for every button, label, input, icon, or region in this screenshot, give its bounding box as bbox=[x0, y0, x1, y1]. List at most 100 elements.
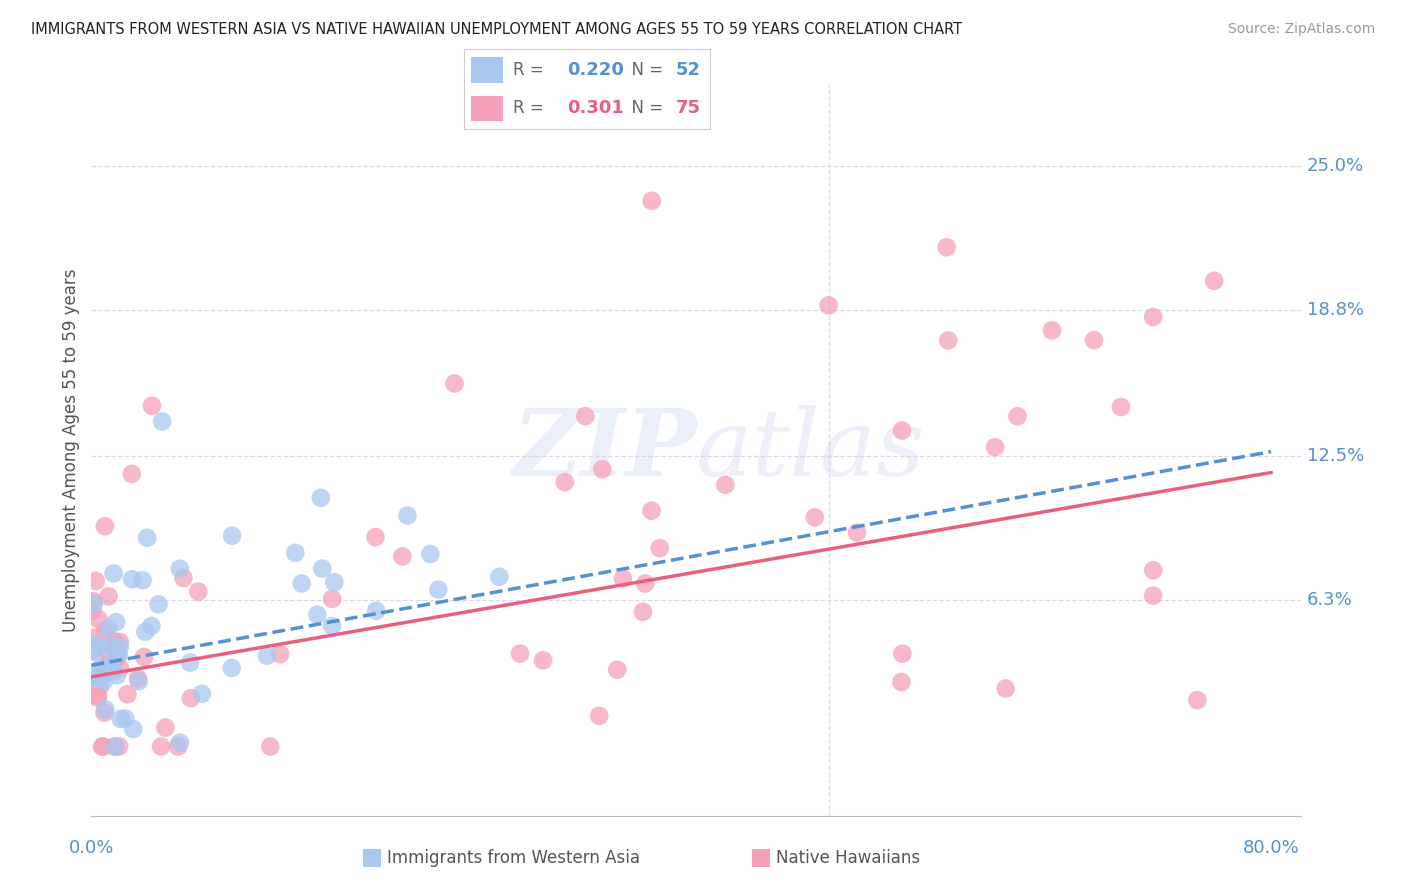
Point bbox=[94, 624, 117, 639]
Point bbox=[108, 635, 131, 649]
Point bbox=[509, 647, 531, 661]
Point bbox=[714, 478, 737, 492]
Point bbox=[121, 467, 143, 481]
Text: N =: N = bbox=[621, 61, 669, 78]
Point bbox=[994, 681, 1017, 696]
Text: 25.0%: 25.0% bbox=[1306, 157, 1364, 175]
Point bbox=[83, 597, 105, 611]
Text: 0.220: 0.220 bbox=[568, 61, 624, 78]
Point bbox=[141, 399, 163, 413]
Point bbox=[180, 691, 202, 706]
Point bbox=[148, 598, 170, 612]
Point bbox=[1142, 563, 1164, 577]
Point bbox=[364, 530, 387, 544]
Point bbox=[606, 663, 628, 677]
Point bbox=[110, 712, 132, 726]
Point bbox=[936, 334, 959, 348]
Point bbox=[172, 571, 194, 585]
Point bbox=[107, 647, 129, 661]
Point bbox=[531, 653, 554, 667]
Point bbox=[169, 735, 191, 749]
Point bbox=[105, 647, 128, 661]
Point bbox=[846, 525, 869, 540]
Point bbox=[169, 562, 191, 576]
Point bbox=[150, 739, 173, 754]
Point bbox=[1204, 274, 1226, 288]
Point bbox=[94, 519, 117, 533]
Point bbox=[488, 570, 510, 584]
Text: R =: R = bbox=[513, 61, 550, 78]
Point bbox=[90, 672, 112, 686]
Point bbox=[891, 424, 914, 438]
Point bbox=[91, 739, 114, 754]
Point bbox=[396, 508, 419, 523]
Point bbox=[94, 702, 117, 716]
Text: 0.0%: 0.0% bbox=[69, 839, 114, 857]
Point bbox=[419, 547, 441, 561]
Point bbox=[321, 619, 343, 633]
Point bbox=[134, 624, 156, 639]
Point bbox=[131, 573, 153, 587]
Point bbox=[309, 491, 332, 505]
Point bbox=[817, 298, 839, 312]
Point bbox=[391, 549, 413, 564]
Point bbox=[1142, 589, 1164, 603]
Point bbox=[588, 708, 610, 723]
Point bbox=[97, 657, 120, 672]
Point bbox=[97, 646, 120, 660]
Point bbox=[307, 607, 329, 622]
Point bbox=[155, 721, 177, 735]
Point bbox=[97, 590, 120, 604]
Point bbox=[291, 576, 314, 591]
Point bbox=[97, 664, 120, 678]
Point bbox=[121, 572, 143, 586]
Point bbox=[443, 376, 465, 391]
Point bbox=[105, 668, 128, 682]
Point bbox=[803, 510, 825, 524]
Text: R =: R = bbox=[513, 100, 550, 118]
Point bbox=[89, 661, 111, 675]
Point bbox=[114, 712, 136, 726]
Point bbox=[89, 680, 111, 694]
Point bbox=[87, 612, 110, 626]
Point bbox=[890, 675, 912, 690]
Point bbox=[122, 722, 145, 736]
Point bbox=[554, 475, 576, 489]
Point bbox=[284, 546, 307, 560]
Point bbox=[935, 240, 957, 254]
Text: 0.301: 0.301 bbox=[568, 100, 624, 118]
Point bbox=[108, 661, 131, 675]
Point bbox=[641, 194, 664, 208]
Point bbox=[91, 739, 114, 754]
Point bbox=[108, 739, 131, 754]
Point bbox=[366, 604, 388, 618]
Point bbox=[91, 665, 114, 679]
Point bbox=[141, 619, 163, 633]
Point bbox=[136, 531, 159, 545]
Point bbox=[984, 440, 1007, 454]
Point bbox=[1040, 323, 1063, 337]
Point bbox=[187, 584, 209, 599]
Point bbox=[269, 647, 291, 661]
Text: 80.0%: 80.0% bbox=[1243, 839, 1299, 857]
Point bbox=[117, 687, 139, 701]
Text: Immigrants from Western Asia: Immigrants from Western Asia bbox=[387, 849, 640, 867]
Point bbox=[221, 661, 243, 675]
Point bbox=[127, 672, 149, 686]
Point bbox=[1187, 693, 1209, 707]
Text: 12.5%: 12.5% bbox=[1306, 447, 1364, 466]
Point bbox=[104, 739, 127, 754]
FancyBboxPatch shape bbox=[471, 95, 503, 121]
Point bbox=[104, 664, 127, 678]
Point bbox=[103, 566, 125, 581]
Point bbox=[98, 659, 121, 673]
Text: atlas: atlas bbox=[696, 406, 925, 495]
Point bbox=[128, 674, 150, 689]
Point bbox=[82, 594, 104, 608]
Point bbox=[648, 541, 671, 555]
Point bbox=[86, 690, 108, 705]
Point bbox=[83, 638, 105, 652]
Point bbox=[574, 409, 596, 423]
Point bbox=[84, 631, 107, 645]
Point bbox=[93, 706, 115, 720]
